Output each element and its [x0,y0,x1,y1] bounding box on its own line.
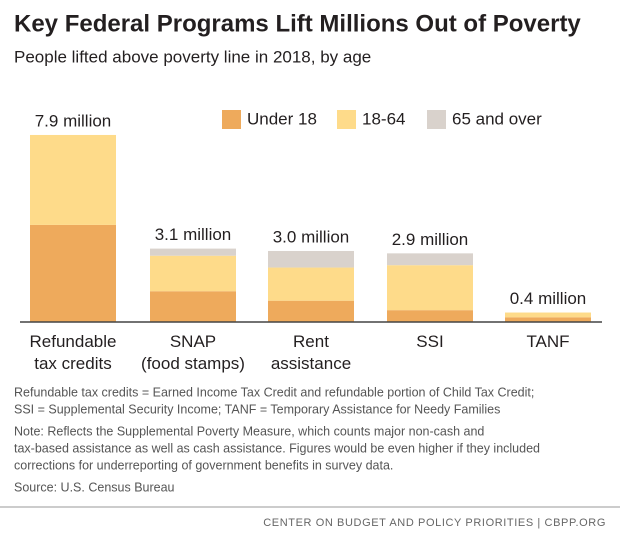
bar-segment [30,134,116,225]
bar-segment [268,267,354,301]
x-tick-label: Refundable tax credits [30,332,117,373]
total-label: 2.9 million [392,230,469,249]
footnote: Refundable tax credits = Earned Income T… [14,385,534,399]
legend-swatch [427,110,446,129]
footer: CENTER ON BUDGET AND POLICY PRIORITIES |… [263,517,606,529]
chart-subtitle: People lifted above poverty line in 2018… [14,47,371,66]
legend-swatch [222,110,241,129]
total-label: 7.9 million [35,111,112,130]
bar-segment [387,310,473,322]
bar-segment [150,291,236,322]
legend-label: 18-64 [362,109,405,128]
legend-label: Under 18 [247,109,317,128]
legend-swatch [337,110,356,129]
bar-segment [150,255,236,292]
footnote: tax-based assistance as well as cash ass… [14,441,540,455]
footnote: Source: U.S. Census Bureau [14,480,175,494]
total-label: 0.4 million [510,289,587,308]
footnote: SSI = Supplemental Security Income; TANF… [14,402,500,416]
bar-segment [505,317,591,322]
bar-segment [30,224,116,322]
bar-segment [268,250,354,268]
x-tick-label: Rent assistance [271,332,351,373]
footnote: Note: Reflects the Supplemental Poverty … [14,424,484,438]
bar-segment [387,253,473,266]
x-tick-label: SSI [416,332,443,351]
legend-label: 65 and over [452,109,542,128]
chart-title: Key Federal Programs Lift Millions Out o… [14,10,581,37]
x-tick-label: SNAP (food stamps) [141,332,245,373]
bar-segment [387,265,473,311]
bar-segment [268,300,354,322]
total-label: 3.1 million [155,225,232,244]
bar-segment [150,248,236,256]
footnote: corrections for underreporting of govern… [14,458,393,472]
total-label: 3.0 million [273,227,350,246]
x-tick-label: TANF [526,332,569,351]
bar-segment [505,312,591,318]
